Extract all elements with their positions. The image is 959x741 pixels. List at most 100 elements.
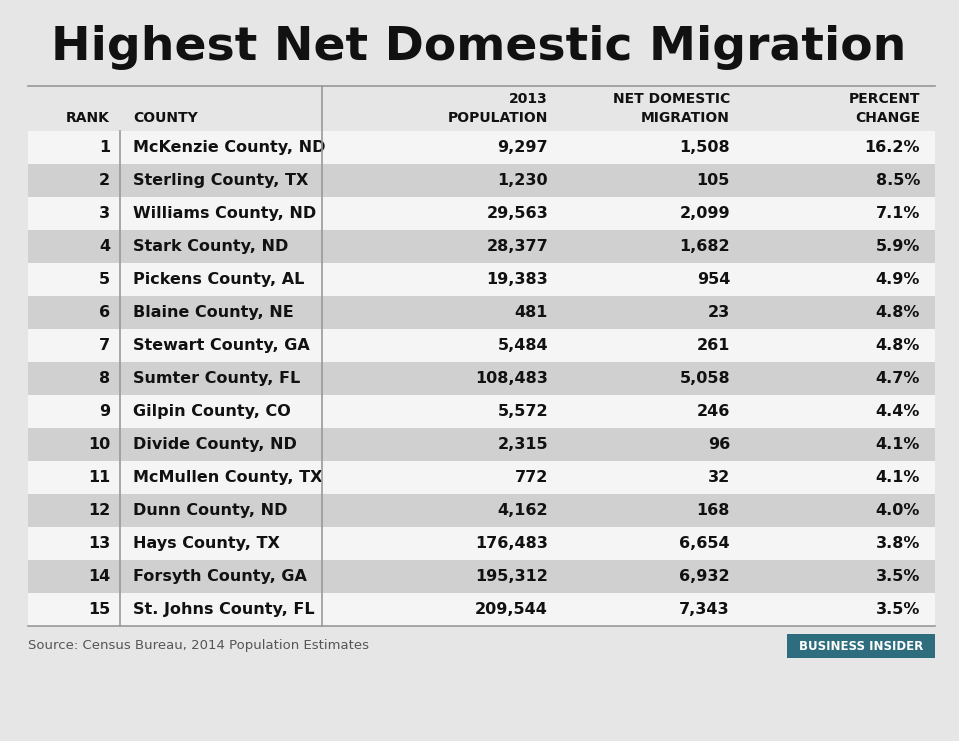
Text: St. Johns County, FL: St. Johns County, FL — [133, 602, 315, 617]
Text: 15: 15 — [88, 602, 110, 617]
Text: 10: 10 — [88, 437, 110, 452]
Bar — [28, 197, 935, 230]
Text: Highest Net Domestic Migration: Highest Net Domestic Migration — [52, 25, 906, 70]
Bar — [28, 593, 935, 626]
Bar — [28, 296, 935, 329]
Text: Pickens County, AL: Pickens County, AL — [133, 272, 304, 287]
Text: 2013: 2013 — [509, 92, 548, 106]
Text: 954: 954 — [696, 272, 730, 287]
Text: 6,932: 6,932 — [679, 569, 730, 584]
Bar — [28, 560, 935, 593]
Text: Blaine County, NE: Blaine County, NE — [133, 305, 293, 320]
Bar — [28, 395, 935, 428]
Text: 108,483: 108,483 — [475, 371, 548, 386]
Text: 8: 8 — [99, 371, 110, 386]
Text: 8.5%: 8.5% — [876, 173, 920, 188]
Text: 4.8%: 4.8% — [876, 338, 920, 353]
Text: Gilpin County, CO: Gilpin County, CO — [133, 404, 291, 419]
Bar — [28, 527, 935, 560]
Text: Stark County, ND: Stark County, ND — [133, 239, 289, 254]
Text: 23: 23 — [708, 305, 730, 320]
Text: RANK: RANK — [66, 111, 110, 125]
Text: 4.4%: 4.4% — [876, 404, 920, 419]
Text: 29,563: 29,563 — [486, 206, 548, 221]
Bar — [28, 494, 935, 527]
Text: 5,484: 5,484 — [498, 338, 548, 353]
Text: 2: 2 — [99, 173, 110, 188]
Text: 13: 13 — [88, 536, 110, 551]
Text: 105: 105 — [696, 173, 730, 188]
Text: Forsyth County, GA: Forsyth County, GA — [133, 569, 307, 584]
Text: 7: 7 — [99, 338, 110, 353]
Text: 4,162: 4,162 — [498, 503, 548, 518]
Text: 772: 772 — [515, 470, 548, 485]
Text: Hays County, TX: Hays County, TX — [133, 536, 280, 551]
Bar — [28, 461, 935, 494]
Bar — [28, 362, 935, 395]
Bar — [28, 164, 935, 197]
Text: 176,483: 176,483 — [475, 536, 548, 551]
Text: 14: 14 — [88, 569, 110, 584]
Text: 1,508: 1,508 — [679, 140, 730, 155]
Text: 1,682: 1,682 — [679, 239, 730, 254]
Bar — [28, 230, 935, 263]
Text: Sterling County, TX: Sterling County, TX — [133, 173, 309, 188]
Text: 4.9%: 4.9% — [876, 272, 920, 287]
Text: 261: 261 — [696, 338, 730, 353]
Text: 1,230: 1,230 — [498, 173, 548, 188]
Text: Source: Census Bureau, 2014 Population Estimates: Source: Census Bureau, 2014 Population E… — [28, 639, 369, 653]
Text: Sumter County, FL: Sumter County, FL — [133, 371, 300, 386]
Text: 5.9%: 5.9% — [876, 239, 920, 254]
Text: 12: 12 — [88, 503, 110, 518]
Text: 1: 1 — [99, 140, 110, 155]
Text: 6,654: 6,654 — [679, 536, 730, 551]
Text: 3.5%: 3.5% — [876, 569, 920, 584]
Text: 3.8%: 3.8% — [876, 536, 920, 551]
Bar — [787, 634, 935, 658]
Text: 4.1%: 4.1% — [876, 437, 920, 452]
Text: 6: 6 — [99, 305, 110, 320]
Text: McMullen County, TX: McMullen County, TX — [133, 470, 322, 485]
Text: 5,572: 5,572 — [498, 404, 548, 419]
Text: 2,099: 2,099 — [679, 206, 730, 221]
Text: CHANGE: CHANGE — [854, 111, 920, 125]
Text: Williams County, ND: Williams County, ND — [133, 206, 316, 221]
Text: MIGRATION: MIGRATION — [642, 111, 730, 125]
Text: 96: 96 — [708, 437, 730, 452]
Bar — [28, 263, 935, 296]
Text: 168: 168 — [696, 503, 730, 518]
Text: 5,058: 5,058 — [679, 371, 730, 386]
Text: McKenzie County, ND: McKenzie County, ND — [133, 140, 325, 155]
Text: Stewart County, GA: Stewart County, GA — [133, 338, 310, 353]
Bar — [28, 329, 935, 362]
Text: 9,297: 9,297 — [498, 140, 548, 155]
Text: 3: 3 — [99, 206, 110, 221]
Text: 7,343: 7,343 — [679, 602, 730, 617]
Text: NET DOMESTIC: NET DOMESTIC — [613, 92, 730, 106]
Text: 7.1%: 7.1% — [876, 206, 920, 221]
Text: 19,383: 19,383 — [486, 272, 548, 287]
Text: 4.7%: 4.7% — [876, 371, 920, 386]
Text: 28,377: 28,377 — [486, 239, 548, 254]
Text: COUNTY: COUNTY — [133, 111, 198, 125]
Text: 4.8%: 4.8% — [876, 305, 920, 320]
Text: 4.0%: 4.0% — [876, 503, 920, 518]
Text: 9: 9 — [99, 404, 110, 419]
Text: 4: 4 — [99, 239, 110, 254]
Text: 209,544: 209,544 — [475, 602, 548, 617]
Text: BUSINESS INSIDER: BUSINESS INSIDER — [799, 639, 924, 653]
Text: 195,312: 195,312 — [475, 569, 548, 584]
Text: 16.2%: 16.2% — [864, 140, 920, 155]
Text: 32: 32 — [708, 470, 730, 485]
Text: Dunn County, ND: Dunn County, ND — [133, 503, 288, 518]
Text: 5: 5 — [99, 272, 110, 287]
Text: Divide County, ND: Divide County, ND — [133, 437, 297, 452]
Text: 4.1%: 4.1% — [876, 470, 920, 485]
Text: PERCENT: PERCENT — [849, 92, 920, 106]
Text: 3.5%: 3.5% — [876, 602, 920, 617]
Text: 11: 11 — [88, 470, 110, 485]
Text: 2,315: 2,315 — [498, 437, 548, 452]
Bar — [28, 428, 935, 461]
Text: 246: 246 — [696, 404, 730, 419]
Bar — [28, 131, 935, 164]
